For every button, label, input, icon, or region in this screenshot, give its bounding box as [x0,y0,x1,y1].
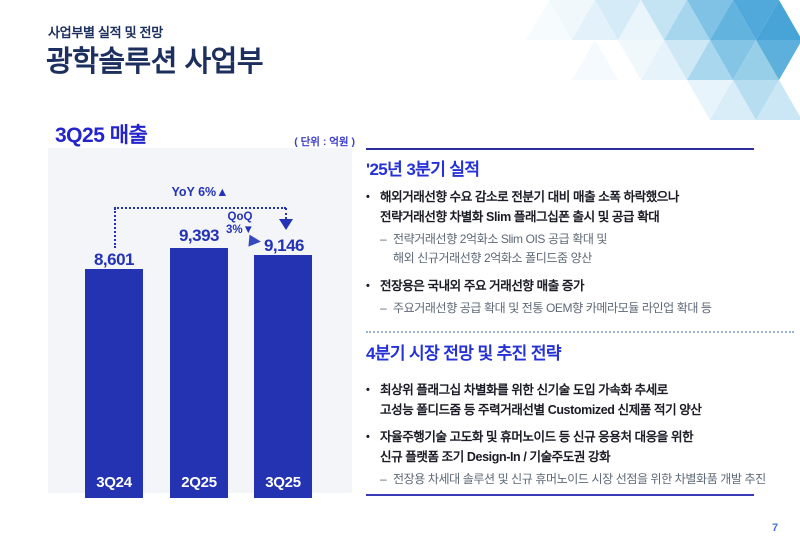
bullet-marker: • [366,384,370,396]
bar-value-label: 9,146 [263,236,305,255]
dotted-section-divider [366,331,794,333]
yoy-bracket-line [114,207,286,209]
dash-marker: – [380,301,387,315]
bullet-line: 고성능 폴디드줌 등 주력거래선별 Customized 신제품 적기 양산 [380,403,702,417]
sub-line: 전장용 차세대 솔루션 및 신규 휴머노이드 시장 선점을 위한 차별화품 개발… [393,472,766,486]
slide-eyebrow: 사업부별 실적 및 전망 [48,25,163,40]
qoq-annotation-label: QoQ 3%▼ [210,211,270,237]
chart-title: 3Q25 매출 [55,124,148,147]
bullet-line: 해외거래선향 수요 감소로 전분기 대비 매출 소폭 하락했으나 [380,190,680,204]
bar-value-label: 8,601 [93,250,135,269]
bar-3q24: 3Q24 [85,269,143,498]
bullet-marker: • [366,191,370,203]
yoy-bracket-line-left [114,208,116,248]
yoy-bracket-line-right [285,208,287,219]
bar-value-label: 9,393 [178,226,220,245]
list-item: • 최상위 플래그십 차별화를 위한 신기술 도입 가속화 추세로 고성능 폴디… [366,380,754,420]
bar-3q25: 3Q25 [254,255,312,498]
bullet-line: 전장용은 국내외 주요 거래선향 매출 증가 [380,279,585,293]
panel-bottom-rule [366,494,754,496]
sub-line: 주요거래선향 공급 확대 및 전통 OEM향 카메라모듈 라인업 확대 등 [393,301,712,315]
triangle-mosaic-decoration [526,0,800,120]
bullet-line: 전략거래선향 차별화 Slim 플래그십폰 출시 및 공급 확대 [380,210,660,224]
bullet-text: 자율주행기술 고도화 및 휴머노이드 등 신규 응용처 대응을 위한 신규 플랫… [380,427,694,467]
dash-marker: – [380,232,387,246]
sub-text: 전략거래선향 2억화소 Slim OIS 공급 확대 및 해외 신규거래선향 2… [393,230,607,268]
qoq-label-line2: 3%▼ [225,224,254,236]
results-outlook-panel: '25년 3분기 실적 • 해외거래선향 수요 감소로 전분기 대비 매출 소폭… [366,148,766,489]
sub-text: 전장용 차세대 솔루션 및 신규 휴머노이드 시장 선점을 위한 차별화품 개발… [393,470,766,489]
bullet-text: 최상위 플래그십 차별화를 위한 신기술 도입 가속화 추세로 고성능 폴디드줌… [380,380,702,420]
sub-text: 주요거래선향 공급 확대 및 전통 OEM향 카메라모듈 라인업 확대 등 [393,299,712,318]
yoy-annotation-label: YoY 6%▲ [171,185,229,199]
bullet-marker: • [366,431,370,443]
page-number: 7 [771,522,779,534]
qoq-label-line1: QoQ [227,211,253,223]
arrow-down-icon [279,219,293,230]
sub-line: 해외 신규거래선향 2억화소 폴디드줌 양산 [393,251,592,265]
bullet-text: 해외거래선향 수요 감소로 전분기 대비 매출 소폭 하락했으나 전략거래선향 … [380,187,679,227]
dash-marker: – [380,472,387,486]
chart-unit-label: ( 단위 : 억원 ) [294,136,355,148]
list-item: • 전장용은 국내외 주요 거래선향 매출 증가 [366,276,754,296]
list-item: • 해외거래선향 수요 감소로 전분기 대비 매출 소폭 하락했으나 전략거래선… [366,187,754,227]
bullet-line: 신규 플랫폼 조기 Design-In / 기술주도권 강화 [380,450,611,464]
bullet-marker: • [366,280,370,292]
page-title: 광학솔루션 사업부 [46,46,264,78]
section-title-q4-outlook: 4분기 시장 전망 및 추진 전략 [366,344,562,363]
bar-category-label: 3Q24 [96,474,132,491]
sub-line: 전략거래선향 2억화소 Slim OIS 공급 확대 및 [393,232,608,246]
sub-list-item: – 주요거래선향 공급 확대 및 전통 OEM향 카메라모듈 라인업 확대 등 [380,299,754,318]
bar-2q25: 2Q25 [170,248,228,498]
bullet-line: 자율주행기술 고도화 및 휴머노이드 등 신규 응용처 대응을 위한 [380,430,694,444]
bullet-text: 전장용은 국내외 주요 거래선향 매출 증가 [380,276,584,296]
bar-category-label: 2Q25 [181,474,217,491]
sub-list-item: – 전장용 차세대 솔루션 및 신규 휴머노이드 시장 선점을 위한 차별화품 … [380,470,766,489]
list-item: • 자율주행기술 고도화 및 휴머노이드 등 신규 응용처 대응을 위한 신규 … [366,427,754,467]
bar-category-label: 3Q25 [265,474,301,491]
arrow-right-icon [221,234,261,247]
sub-list-item: – 전략거래선향 2억화소 Slim OIS 공급 확대 및 해외 신규거래선향… [380,230,754,268]
section-title-q3-results: '25년 3분기 실적 [366,160,480,179]
bullet-line: 최상위 플래그십 차별화를 위한 신기술 도입 가속화 추세로 [380,383,668,397]
